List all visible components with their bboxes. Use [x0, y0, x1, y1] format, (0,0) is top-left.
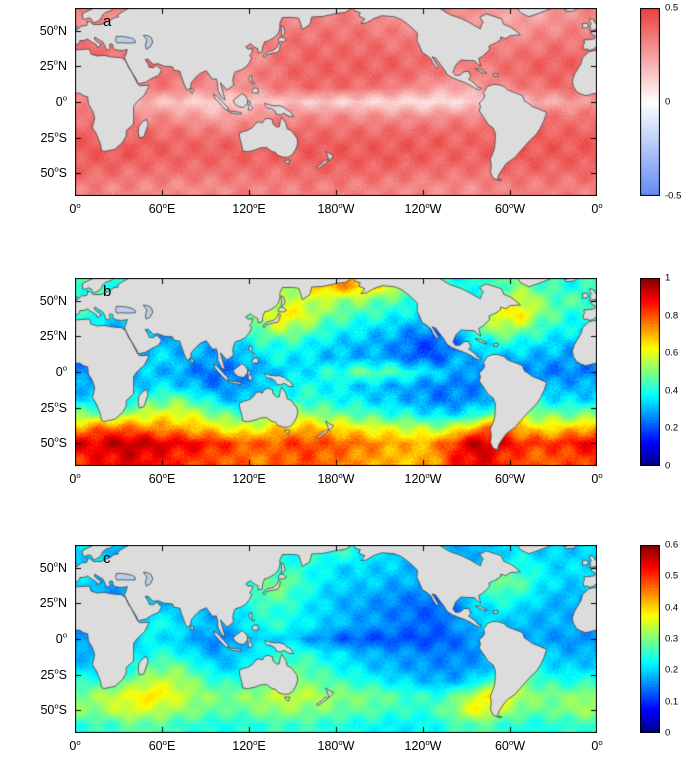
x-tick-label: 180oW: [317, 738, 355, 754]
panel-a-plot-area: a 50oN 25oN 0o 25oS 50oS 0o 60oE 120oE 180oW 120…: [40, 8, 603, 216]
x-tick-label: 0o: [69, 201, 81, 217]
y-tick-label: 25oS: [40, 399, 67, 415]
x-tick-label: 60oW: [494, 471, 526, 487]
panel-b-letter: b: [103, 283, 112, 300]
colorbar-tick-label: 0.5: [665, 570, 679, 582]
colorbar-tick-label: 0.6: [665, 539, 679, 551]
colorbar-tick-label: 0.5: [665, 2, 679, 14]
x-tick-label: 60oE: [148, 201, 176, 217]
x-tick-label: 120oE: [232, 201, 266, 217]
colorbar-tick-label: 0.4: [665, 385, 679, 397]
x-tick-label: 0o: [591, 471, 603, 487]
y-tick-label: 50oS: [40, 164, 67, 181]
panel-b-map-canvas: [75, 278, 597, 466]
colorbar-tick-label: -0.5: [665, 190, 682, 202]
colorbar-tick-label: 0.1: [665, 696, 679, 708]
y-tick-label: 25oN: [39, 328, 67, 344]
x-tick-label: 120oW: [404, 471, 442, 487]
y-tick-label: 25oS: [40, 666, 67, 682]
y-tick-label: 50oN: [39, 292, 67, 308]
x-tick-label: 60oW: [494, 201, 526, 217]
panel-c-plot-area: c 50oN 25oN 0o 25oS 50oS 0o 60oE 120oE 180oW 120…: [40, 545, 603, 753]
figure-panel-a: a 50oN 25oN 0o 25oS 50oS 0o 60oE 120oE 180oW 120…: [0, 3, 689, 238]
x-tick-label: 120oE: [232, 471, 266, 487]
y-tick-label: 25oN: [39, 58, 67, 74]
y-tick-label: 50oN: [39, 559, 67, 575]
colorbar-tick-label: 0.4: [665, 602, 679, 614]
y-tick-label: 25oS: [40, 129, 67, 145]
y-tick-label: 0o: [55, 93, 67, 109]
x-tick-label: 0o: [591, 738, 603, 754]
panel-a-colorbar-canvas: [640, 8, 660, 196]
colorbar-tick-label: 0.3: [665, 633, 679, 645]
x-tick-label: 180oW: [317, 471, 355, 487]
colorbar-tick-label: 0: [665, 727, 671, 739]
y-tick-label: 50oN: [39, 22, 67, 38]
figure-panel-c: c 50oN 25oN 0o 25oS 50oS 0o 60oE 120oE 180oW 120…: [0, 540, 689, 775]
y-tick-label: 50oS: [40, 701, 67, 718]
panel-b-plot-area: b 50oN 25oN 0o 25oS 50oS 0o 60oE 120oE 180oW 120…: [40, 278, 603, 486]
panel-a-map-canvas: [75, 8, 597, 196]
panel-b-colorbar-canvas: [640, 278, 660, 466]
colorbar-tick-label: 0.2: [665, 422, 679, 434]
panel-c-colorbar-canvas: [640, 545, 660, 733]
x-tick-label: 180oW: [317, 201, 355, 217]
y-tick-label: 25oN: [39, 595, 67, 611]
x-tick-label: 60oE: [148, 471, 176, 487]
panel-a-colorbar: 0.5 0 -0.5: [640, 3, 689, 202]
figure-panel-b: b 50oN 25oN 0o 25oS 50oS 0o 60oE 120oE 180oW 120…: [0, 273, 689, 508]
x-tick-label: 120oE: [232, 738, 266, 754]
panel-c-map-canvas: [75, 545, 597, 733]
x-tick-label: 0o: [69, 738, 81, 754]
y-tick-label: 0o: [55, 363, 67, 379]
colorbar-tick-label: 0.2: [665, 664, 679, 676]
colorbar-tick-label: 1: [665, 272, 671, 284]
x-tick-label: 0o: [591, 201, 603, 217]
panel-c-letter: c: [103, 550, 111, 567]
x-tick-label: 0o: [69, 471, 81, 487]
x-tick-label: 60oE: [148, 738, 176, 754]
colorbar-tick-label: 0: [665, 460, 671, 472]
panel-b-colorbar: 1 0.8 0.6 0.4 0.2 0: [640, 273, 689, 472]
x-tick-label: 60oW: [494, 738, 526, 754]
panel-c-colorbar: 0.6 0.5 0.4 0.3 0.2 0.1 0: [640, 540, 689, 739]
x-tick-label: 120oW: [404, 738, 442, 754]
colorbar-tick-label: 0.6: [665, 347, 679, 359]
colorbar-tick-label: 0: [665, 96, 671, 108]
y-tick-label: 50oS: [40, 434, 67, 451]
panel-a-letter: a: [103, 13, 112, 30]
colorbar-tick-label: 0.8: [665, 310, 679, 322]
y-tick-label: 0o: [55, 630, 67, 646]
x-tick-label: 120oW: [404, 201, 442, 217]
